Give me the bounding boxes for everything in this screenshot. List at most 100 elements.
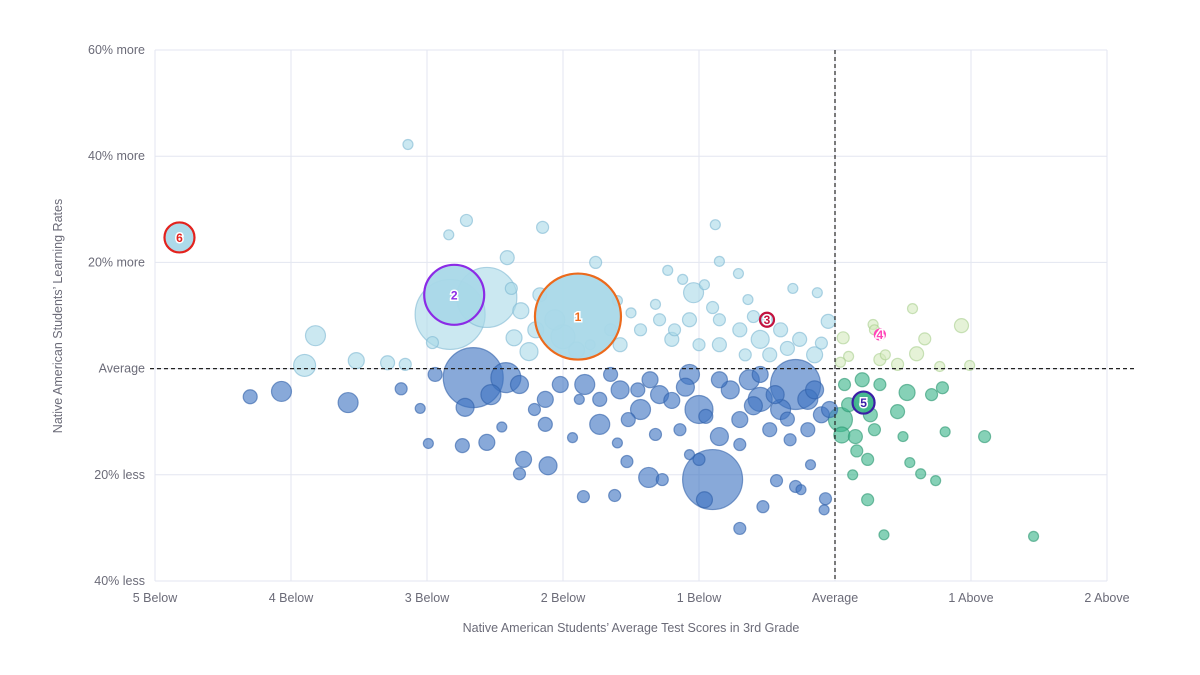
bubble (677, 273, 689, 285)
bubble (610, 380, 630, 400)
bubble (509, 374, 530, 395)
bubble (772, 322, 789, 338)
bubble (620, 411, 636, 428)
bubble (414, 402, 426, 415)
x-tick-label: 2 Above (1084, 591, 1129, 605)
highlighted-bubble-label: 2 (451, 288, 458, 302)
bubble (683, 449, 696, 461)
bubble (709, 426, 730, 447)
bubble (924, 388, 939, 402)
bubble (455, 397, 475, 417)
x-tick-label: 5 Below (133, 591, 178, 605)
bubble (834, 356, 847, 368)
bubble (535, 220, 550, 234)
bubble (964, 359, 976, 372)
x-tick-label: 1 Below (677, 591, 722, 605)
highlighted-bubble-5 (851, 390, 876, 415)
bubble (750, 329, 770, 349)
bubble (695, 491, 714, 509)
highlighted-bubble-2 (423, 263, 486, 326)
bubbles (242, 138, 1040, 542)
bubble (527, 402, 542, 417)
x-axis-ticks: 5 Below 4 Below 3 Below 2 Below 1 Below Avera… (133, 591, 1130, 605)
reference-lines (150, 50, 1137, 581)
bubble (820, 400, 839, 419)
y-tick-label: 20% more (88, 255, 145, 269)
bubble (787, 282, 799, 295)
bubble (304, 325, 327, 347)
bubble (270, 380, 293, 403)
y-axis-title: Native American Students’ Learning Rates (51, 199, 65, 433)
bubble (648, 427, 663, 442)
bubble (573, 393, 585, 405)
bubble (514, 450, 533, 469)
bubble (836, 331, 850, 345)
x-tick-label: 3 Below (405, 591, 450, 605)
bubble (977, 429, 992, 444)
bubble (804, 459, 817, 471)
bubble (711, 337, 728, 353)
bubble (512, 302, 530, 320)
bubble (602, 366, 619, 383)
bubble (953, 317, 970, 334)
bubble (783, 433, 797, 447)
bubble (890, 357, 905, 371)
highlighted-bubble-1 (533, 272, 623, 361)
bubble (800, 422, 816, 438)
bubble (576, 489, 591, 504)
bubble (454, 437, 470, 454)
bubble (733, 437, 747, 452)
bubble (820, 313, 836, 329)
bubble (655, 472, 669, 487)
bubble (935, 381, 950, 395)
x-tick-label: 4 Below (269, 591, 314, 605)
bubble (867, 423, 882, 437)
highlighted-bubble-label: 4 (877, 328, 884, 342)
bubble (850, 444, 864, 458)
bubble (611, 437, 624, 449)
bubble (673, 423, 687, 437)
bubble (751, 365, 769, 384)
bubble (496, 421, 508, 433)
bubble (792, 331, 808, 347)
highlighted-bubble-label: 5 (860, 396, 867, 410)
bubble (347, 352, 365, 370)
bubble (939, 426, 951, 438)
bubble (629, 398, 652, 421)
bubble (837, 377, 852, 392)
bubble (908, 346, 925, 362)
bubble (742, 293, 754, 306)
x-tick-label: 1 Above (948, 591, 993, 605)
bubble (566, 432, 579, 444)
bubble (879, 349, 891, 361)
bubble (425, 335, 440, 350)
bubble (762, 422, 778, 438)
bubble (427, 366, 443, 383)
bubble (638, 466, 660, 489)
y-tick-label: 60% more (88, 43, 145, 57)
bubble (918, 332, 932, 346)
bubble (538, 456, 558, 476)
bubble (641, 371, 659, 389)
bubble (625, 307, 637, 319)
bubble (422, 437, 434, 450)
bubble (499, 250, 515, 266)
bubble (652, 313, 667, 327)
bubble (394, 382, 408, 396)
y-tick-label: Average (99, 362, 145, 376)
bubble (681, 312, 698, 328)
y-tick-label: 40% more (88, 149, 145, 163)
bubble (398, 357, 412, 371)
bubble (732, 267, 745, 280)
bubble (620, 454, 634, 469)
bubble (756, 500, 770, 514)
bubble (242, 389, 258, 405)
highlighted-bubble-label: 3 (764, 313, 771, 327)
bubble (854, 372, 870, 388)
bubble (682, 282, 705, 304)
bubble (293, 353, 317, 378)
bubble (906, 302, 919, 315)
x-tick-label: 2 Below (541, 591, 586, 605)
bubble (934, 360, 946, 373)
